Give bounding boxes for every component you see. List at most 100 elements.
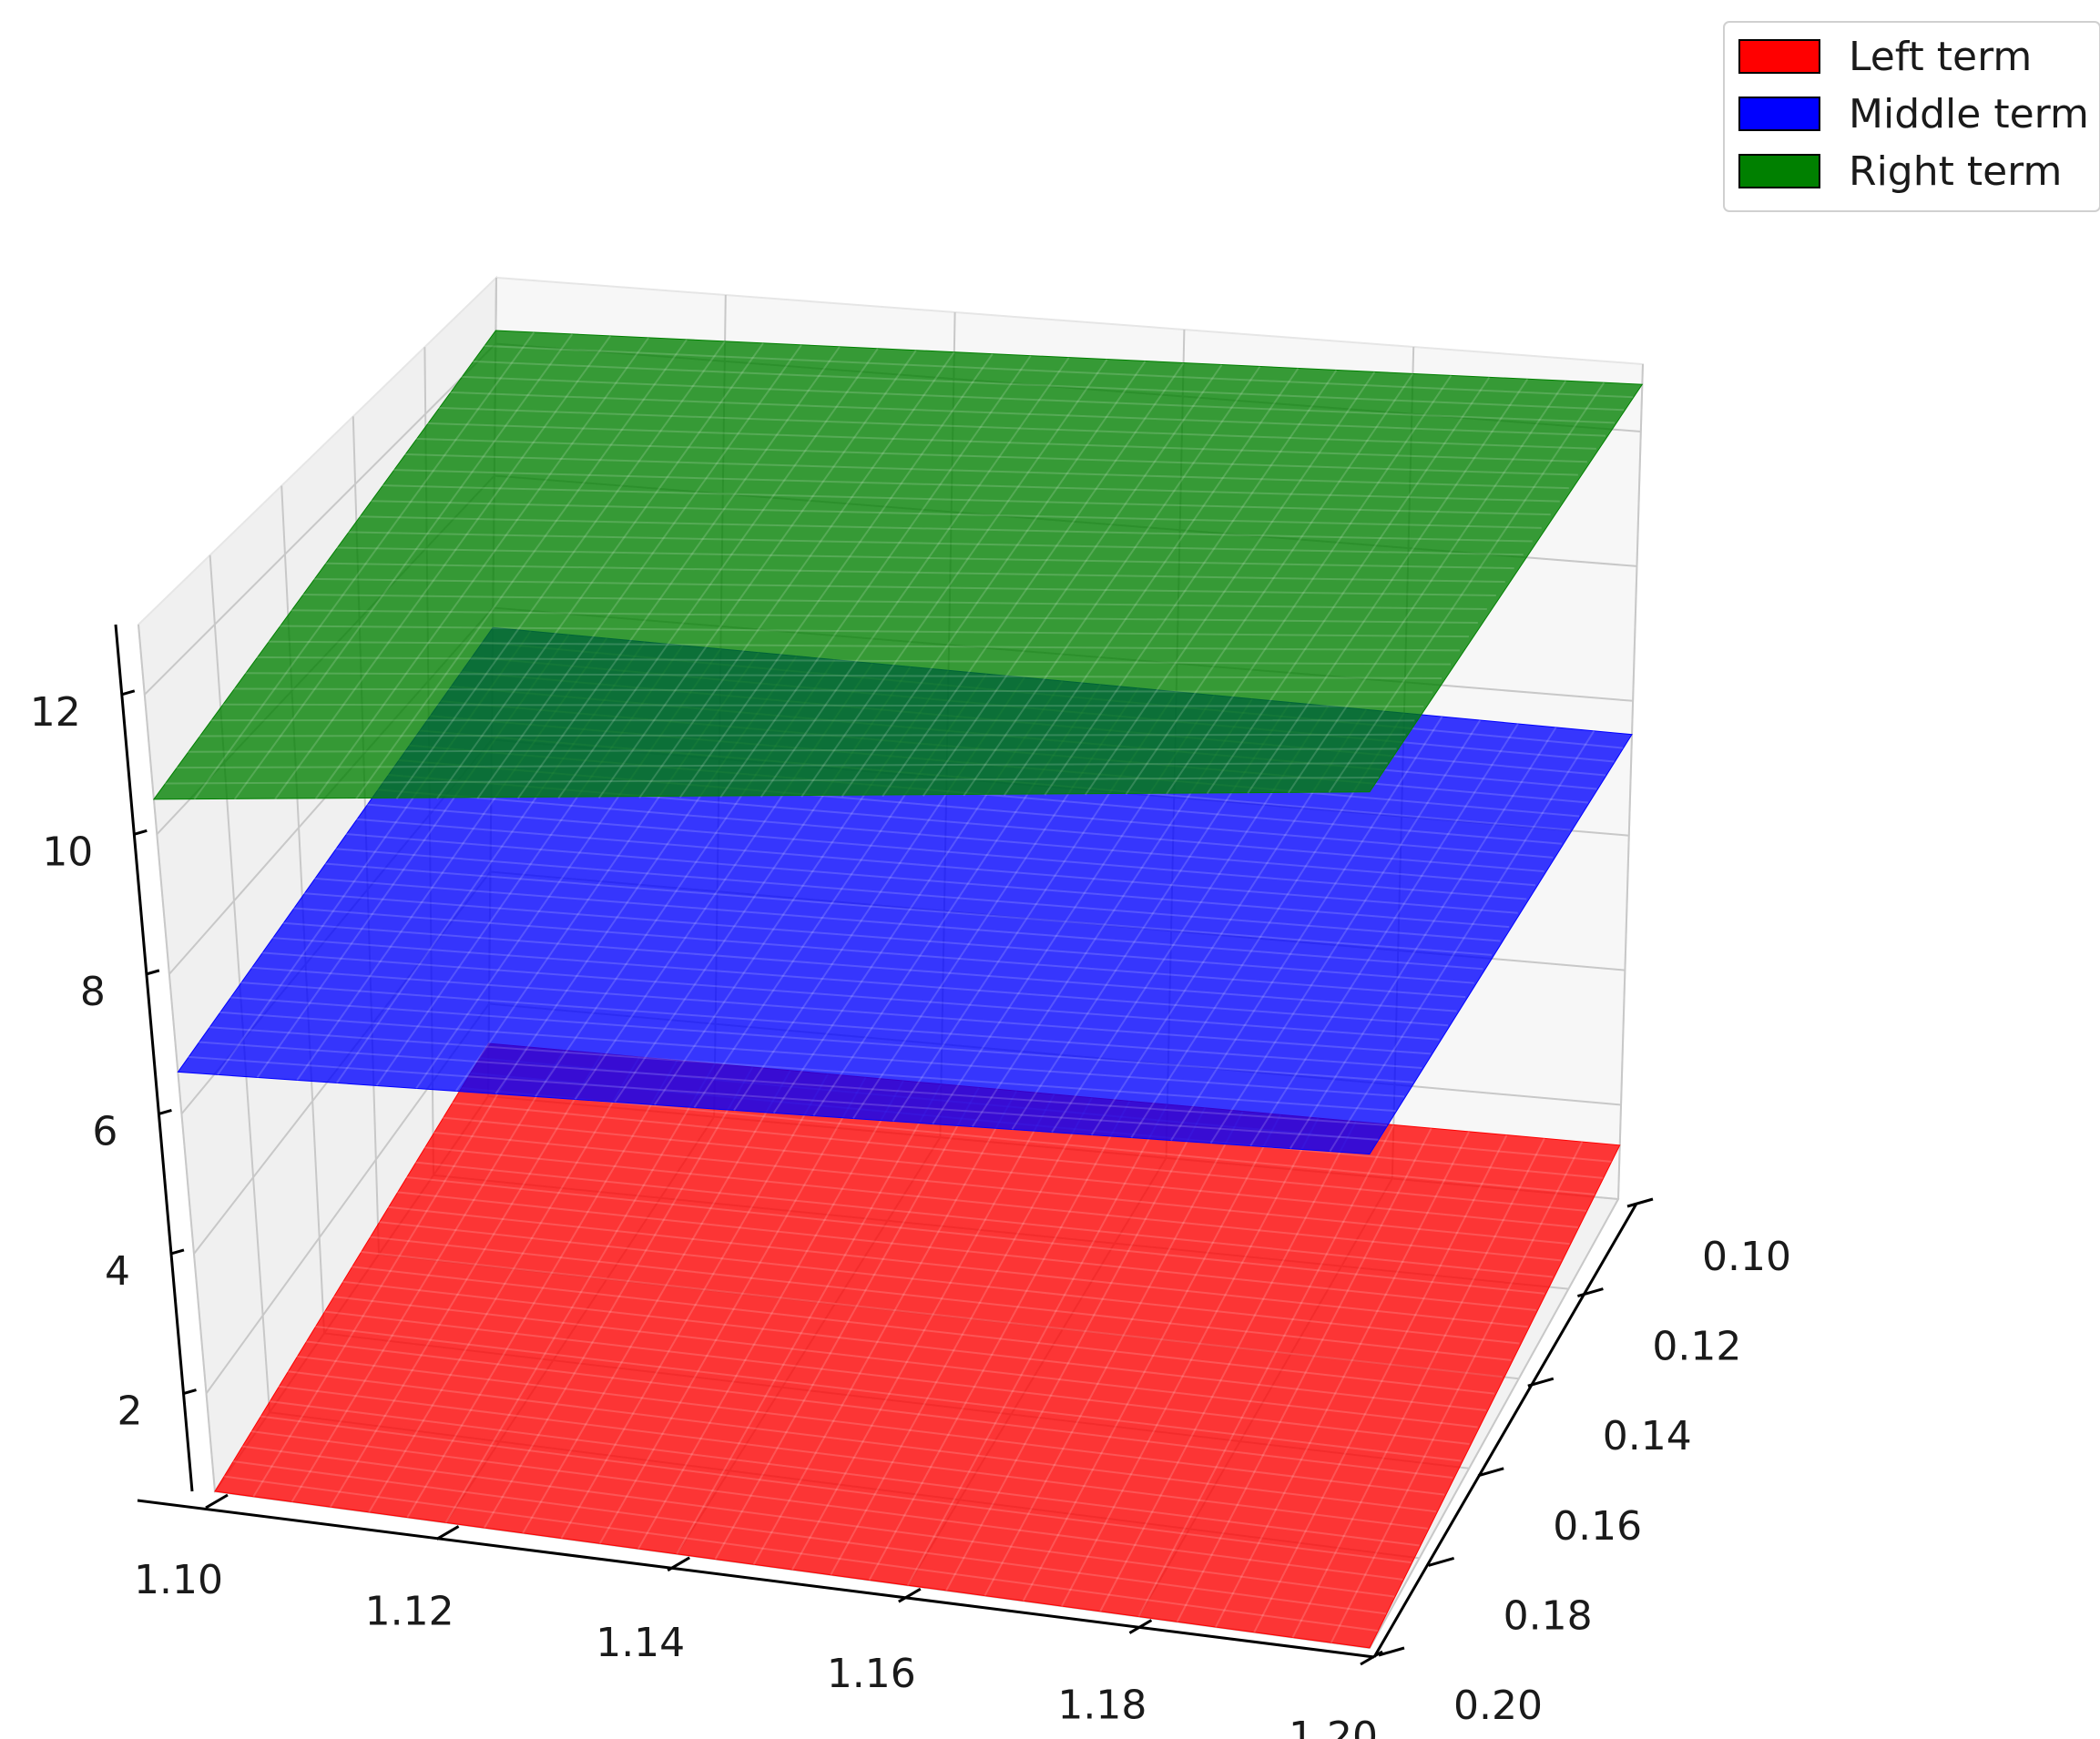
surface-mesh-line <box>868 1100 1131 1581</box>
legend-label: Left term <box>1849 34 2032 80</box>
x-tick-mark <box>205 1493 229 1510</box>
surface-mesh-line <box>198 733 1406 737</box>
surface-mesh-line <box>922 364 1223 797</box>
surface-left-term <box>214 1042 1621 1649</box>
surface-mesh-line <box>359 1250 1504 1378</box>
surface-mesh-line <box>260 951 1440 1041</box>
surface-mesh-line <box>299 594 1487 610</box>
surface-mesh-line <box>759 357 1070 798</box>
surface-mesh-line <box>444 1063 716 1523</box>
surface-mesh-line <box>752 1090 1018 1565</box>
surface-mesh-line <box>598 1076 867 1544</box>
surface-mesh-line <box>451 1102 1587 1212</box>
y-tick-mark <box>1527 1377 1555 1388</box>
surface-right-term <box>152 330 1644 800</box>
surface-mesh-line <box>344 531 1524 556</box>
z-tick-mark <box>158 1108 172 1115</box>
surface-mesh-line <box>314 337 650 800</box>
surface-mesh-line <box>678 353 994 798</box>
surface-mesh-line <box>386 1205 1528 1328</box>
surface-mesh-line <box>276 625 1469 638</box>
surface-mesh-line <box>1022 1114 1281 1602</box>
surface-mesh-line <box>198 1041 1388 1126</box>
y-tick-mark <box>1576 1287 1604 1298</box>
surface-mesh-line <box>1060 1117 1320 1607</box>
surface-mesh-line <box>1291 1137 1545 1638</box>
surface-mesh-line <box>945 1107 1207 1592</box>
surface-mesh-line <box>516 346 841 799</box>
surface-mesh-line <box>676 1083 943 1555</box>
surface-mesh-line <box>841 361 1147 798</box>
surface-mesh-line <box>231 687 1433 694</box>
surface-mesh-line <box>882 362 1185 798</box>
surface-fill <box>214 1042 1621 1649</box>
surface-mesh-line <box>209 1026 1396 1113</box>
surface-mesh-line <box>229 996 1413 1083</box>
surface-mesh-line <box>252 1046 527 1498</box>
surface-mesh-line <box>313 1325 1462 1462</box>
surface-mesh-line <box>295 1355 1445 1496</box>
z-tick-mark <box>170 1248 185 1256</box>
surface-mesh-line <box>522 1070 791 1534</box>
surface-mesh-line <box>321 562 1505 584</box>
tick-labels: 1.10 1.12 1.14 1.16 1.18 1.20 0.10 0.12 0.14 0.16… <box>30 689 1791 1739</box>
surfaces <box>152 330 1644 1649</box>
surface-mesh-line <box>350 1266 1495 1395</box>
surface-mesh-line <box>233 333 574 800</box>
surface-mesh-line <box>1166 374 1453 795</box>
surface-mesh-line <box>310 577 1496 596</box>
surface-mesh-line <box>304 1340 1453 1480</box>
surface-mesh-line <box>1176 1127 1432 1622</box>
surface-mesh-line <box>241 1445 1395 1598</box>
surface-mesh-line <box>1287 380 1567 794</box>
surface-mesh-line <box>219 1011 1405 1098</box>
surface-mesh-line <box>270 936 1449 1027</box>
surface-mesh-line <box>165 776 1379 785</box>
surface-mesh-line <box>188 1055 1379 1141</box>
surface-mesh-line <box>1170 716 1443 1142</box>
y-tick-label: 0.16 <box>1553 1503 1642 1550</box>
surface-mesh-line <box>800 359 1108 798</box>
y-tick-label: 0.14 <box>1603 1413 1692 1459</box>
surface-mesh-line <box>984 1111 1244 1597</box>
surface-mesh-line <box>414 1161 1554 1278</box>
x-tick-mark <box>898 1587 922 1603</box>
surface-mesh-line <box>1044 369 1338 796</box>
surface-mesh-line <box>557 348 879 799</box>
surface-mesh-line <box>379 484 1551 516</box>
y-tick-label: 0.18 <box>1504 1592 1593 1639</box>
surface-mesh-line <box>1253 1134 1508 1633</box>
surface-mesh-line <box>791 1093 1055 1571</box>
surface-mesh-line <box>260 1415 1412 1564</box>
surface-mesh-line <box>277 1385 1428 1530</box>
x-axis-line <box>137 1499 1375 1659</box>
y-tick-mark <box>1477 1467 1504 1478</box>
surface-mesh-line <box>395 341 726 799</box>
legend-swatch <box>1738 39 1820 74</box>
surface-mesh-line <box>301 891 1474 984</box>
surface-mesh-line <box>331 1295 1478 1429</box>
legend-label: Middle term <box>1849 91 2089 137</box>
legend-label: Right term <box>1849 148 2062 195</box>
surface-mesh-line <box>288 609 1478 625</box>
x-tick-label: 1.18 <box>1057 1683 1147 1729</box>
surface-mesh-line <box>286 1370 1437 1513</box>
x-tick-label: 1.10 <box>134 1557 223 1603</box>
z-tick-mark <box>133 829 148 836</box>
surface-mesh-line <box>436 342 764 799</box>
y-tick-mark <box>1378 1646 1405 1657</box>
surface-mesh-line <box>637 1080 904 1550</box>
surface-mesh-line <box>1249 723 1519 1147</box>
y-axis-line <box>1372 1203 1638 1658</box>
surface-mesh-line <box>1330 1141 1584 1643</box>
axes <box>114 624 1654 1666</box>
surface-mesh-line <box>364 803 1527 900</box>
surface-mesh-line <box>406 1060 678 1519</box>
surface-mesh-line <box>375 788 1536 887</box>
surface-mesh-line <box>312 877 1483 971</box>
surface-mesh-line <box>391 468 1560 503</box>
y-tick-label: 0.10 <box>1702 1234 1791 1280</box>
surface-mesh-line <box>1247 378 1529 794</box>
surface-mesh-line <box>232 1459 1387 1615</box>
x-tick-mark <box>1128 1619 1153 1634</box>
